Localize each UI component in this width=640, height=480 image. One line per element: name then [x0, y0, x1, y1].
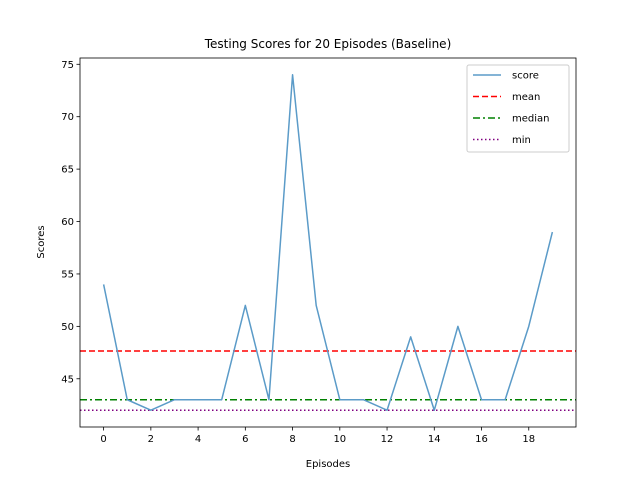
legend-label-score: score	[512, 71, 539, 82]
x-tick-label: 0	[100, 434, 106, 445]
x-axis: 0 2 4 6 8 10 12 14 16 18	[100, 427, 535, 445]
y-tick-label: 70	[61, 112, 74, 123]
y-tick-label: 65	[61, 165, 74, 176]
series-lines	[102, 74, 554, 411]
score-series-line	[102, 74, 554, 411]
x-axis-title: Episodes	[306, 459, 350, 470]
legend-box	[466, 64, 570, 153]
x-tick-label: 14	[428, 434, 441, 445]
y-tick-label: 55	[61, 269, 74, 280]
x-tick-label: 10	[333, 434, 346, 445]
legend: score mean median min	[466, 64, 570, 153]
legend-label-median: median	[512, 114, 550, 125]
x-tick-label: 4	[195, 434, 201, 445]
legend-label-min: min	[512, 135, 531, 146]
y-axis: 45 50 55 60 65 70 75	[61, 60, 80, 385]
x-tick-label: 12	[381, 434, 394, 445]
y-tick-label: 45	[61, 374, 74, 385]
y-tick-label: 60	[61, 217, 74, 228]
y-tick-label: 75	[61, 60, 74, 71]
x-tick-label: 8	[289, 434, 295, 445]
y-axis-title: Scores	[36, 225, 47, 258]
x-tick-label: 16	[475, 434, 488, 445]
chart-title: Testing Scores for 20 Episodes (Baseline…	[204, 37, 452, 51]
x-tick-label: 2	[148, 434, 154, 445]
x-tick-label: 18	[522, 434, 535, 445]
legend-label-mean: mean	[512, 92, 540, 103]
x-tick-label: 6	[242, 434, 248, 445]
plot-frame	[79, 57, 577, 428]
plot-area	[79, 57, 577, 428]
y-tick-label: 50	[61, 322, 74, 333]
